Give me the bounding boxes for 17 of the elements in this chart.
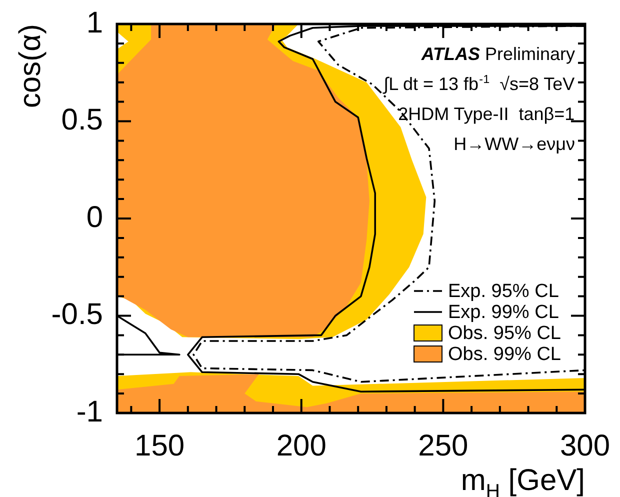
annotation: ATLAS Preliminary [420, 44, 576, 64]
x-tick-label: 200 [276, 429, 326, 462]
legend-label: Exp. 99% CL [448, 302, 559, 324]
y-axis-title: cos(α) [14, 24, 47, 108]
legend-label: Exp. 95% CL [448, 281, 559, 302]
y-tick-label: 0 [86, 200, 103, 234]
x-tick-label: 250 [418, 429, 468, 462]
legend-label: Obs. 95% CL [448, 323, 561, 344]
y-tick-label: -0.5 [51, 298, 103, 332]
y-tick-label: -1 [76, 395, 103, 428]
x-tick-label: 150 [134, 429, 185, 462]
y-tick-label: 1 [86, 6, 103, 40]
annotation: 2HDM Type-II tanβ=1 [398, 104, 575, 124]
x-tick-label: 300 [560, 429, 610, 462]
legend-label: Obs. 99% CL [448, 344, 561, 366]
y-tick-label: 0.5 [61, 104, 103, 137]
annotation: H→WW→eνμν [454, 134, 575, 154]
